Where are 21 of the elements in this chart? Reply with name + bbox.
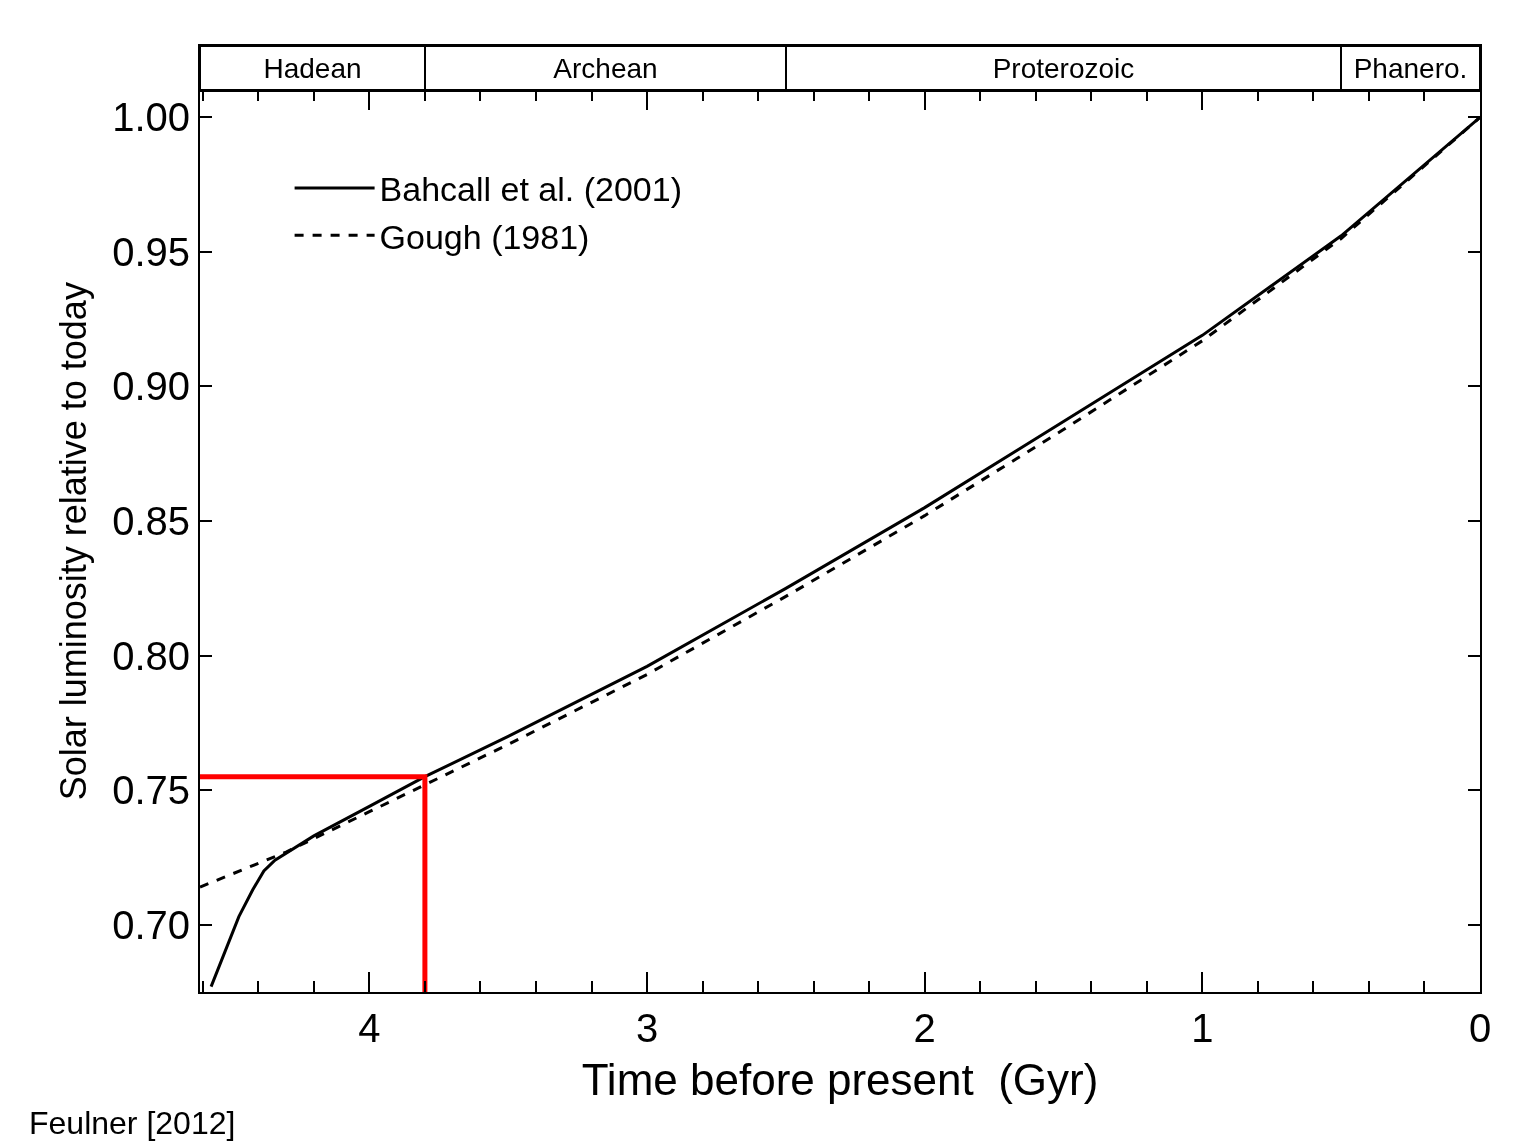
y-tick-label: 0.75 [112,768,190,813]
x-tick-label: 1 [1191,1006,1214,1050]
y-axis-title: Solar luminosity relative to today [52,282,94,801]
legend-label: Bahcall et al. (2001) [379,170,683,209]
data-label: Phanero. [1353,52,1468,84]
data-label: Hadean [263,52,362,84]
y-tick-label: 0.95 [112,229,190,274]
data-label: Proterozoic [992,52,1135,84]
x-tick-label: 4 [358,1006,381,1050]
y-tick-label: 0.70 [112,902,190,947]
y-tick-label: 0.80 [112,633,190,678]
y-tick-label: 0.90 [112,364,190,409]
data-label: Archean [553,52,658,84]
x-tick-label: 2 [913,1006,936,1050]
text: Feulner [2012] [29,1105,236,1141]
x-axis-title: Time before present (Gyr) [581,1054,1099,1104]
legend-label: Gough (1981) [379,217,590,256]
x-tick-label: 3 [635,1006,659,1050]
y-tick-label: 1.00 [112,95,190,140]
x-tick-label: 0 [1468,1006,1492,1050]
y-tick-label: 0.85 [112,499,190,544]
